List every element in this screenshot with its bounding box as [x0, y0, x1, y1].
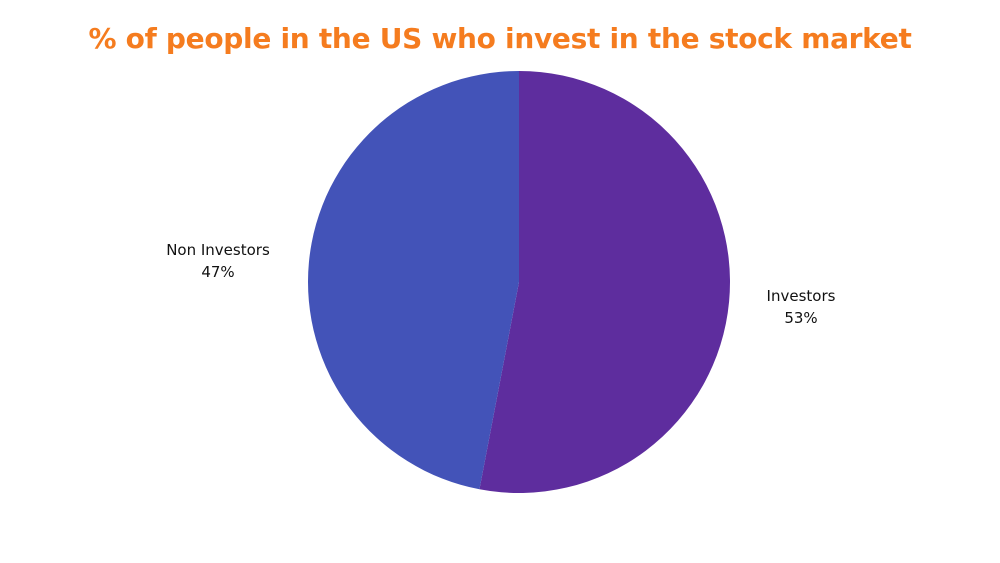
- pie-labels: Investors 53% Non Investors 47%: [166, 241, 835, 327]
- slice-label: Investors: [767, 287, 836, 305]
- slice-value-label: 47%: [201, 263, 234, 281]
- pie-slice-non-investors: [308, 70, 519, 490]
- pie-slice-investors: [479, 71, 730, 493]
- chart-title: % of people in the US who invest in the …: [88, 22, 912, 55]
- slice-value-label: 53%: [784, 309, 817, 327]
- slice-label: Non Investors: [166, 241, 270, 259]
- pie-slices: [308, 70, 730, 493]
